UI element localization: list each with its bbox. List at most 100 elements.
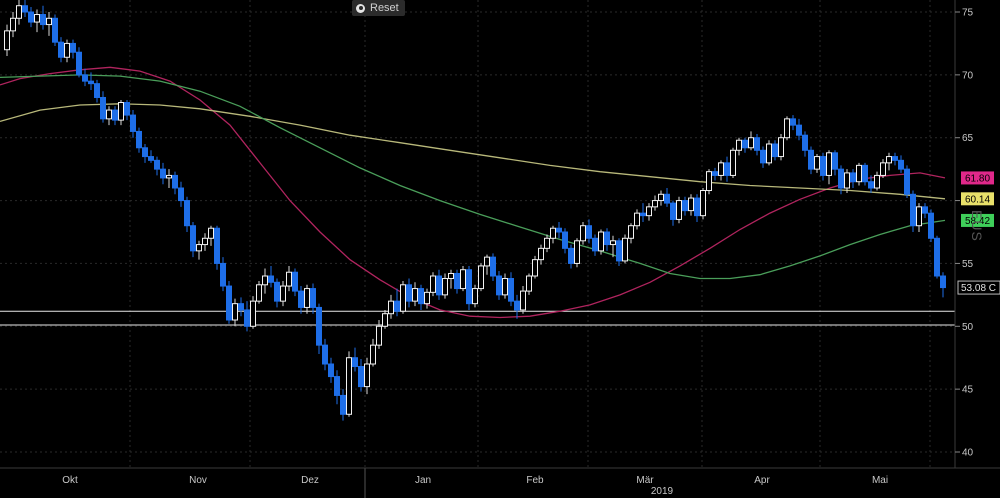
candle-body bbox=[742, 139, 748, 149]
candle-body bbox=[706, 171, 712, 192]
candle-body bbox=[466, 269, 472, 305]
candle bbox=[916, 203, 922, 232]
candle bbox=[394, 288, 400, 317]
candle bbox=[436, 269, 442, 300]
candle bbox=[640, 203, 646, 222]
candle bbox=[472, 284, 478, 308]
candle bbox=[136, 127, 142, 153]
candle bbox=[874, 171, 880, 191]
candle bbox=[256, 281, 262, 304]
candle bbox=[832, 150, 838, 176]
candle bbox=[292, 268, 298, 297]
candle-body bbox=[472, 288, 478, 305]
candle bbox=[94, 79, 100, 103]
candle bbox=[676, 196, 682, 224]
candle-body bbox=[64, 42, 70, 58]
candle-body bbox=[526, 275, 532, 292]
ma-flag-bg bbox=[961, 192, 994, 206]
candle bbox=[52, 14, 58, 46]
candle-body bbox=[406, 284, 412, 302]
ma-line-ma_yellow bbox=[0, 103, 946, 200]
candle bbox=[514, 294, 520, 319]
candle-body bbox=[388, 300, 394, 315]
candle-body bbox=[22, 5, 28, 13]
candle bbox=[772, 140, 778, 161]
candle bbox=[730, 147, 736, 178]
y-tick-label: 45 bbox=[962, 385, 974, 396]
candle bbox=[496, 270, 502, 300]
candle-body bbox=[160, 168, 166, 179]
candle-body bbox=[100, 96, 106, 120]
reset-icon bbox=[356, 3, 365, 13]
candle-body bbox=[496, 275, 502, 296]
x-tick-label: Nov bbox=[189, 475, 207, 486]
candle bbox=[844, 169, 850, 194]
candle bbox=[322, 338, 328, 371]
candle bbox=[850, 169, 856, 188]
candle-body bbox=[802, 134, 808, 151]
candle bbox=[352, 347, 358, 372]
candle bbox=[862, 162, 868, 186]
candle bbox=[658, 190, 664, 206]
candle bbox=[754, 133, 760, 156]
candle bbox=[310, 283, 316, 314]
candle-body bbox=[286, 271, 292, 287]
x-tick-label: Jan bbox=[415, 475, 431, 486]
candle-body bbox=[358, 366, 364, 388]
candle bbox=[886, 152, 892, 171]
candle bbox=[502, 273, 508, 299]
candle bbox=[598, 229, 604, 255]
candle bbox=[298, 286, 304, 314]
candle-body bbox=[862, 164, 868, 183]
candle bbox=[736, 137, 742, 156]
candle-body bbox=[490, 256, 496, 277]
candle-body bbox=[874, 174, 880, 189]
candle-body bbox=[910, 193, 916, 227]
horizontal-lines bbox=[0, 310, 955, 326]
candle-body bbox=[82, 74, 88, 82]
candle bbox=[550, 225, 556, 244]
candle-body bbox=[328, 363, 334, 378]
candle-body bbox=[748, 137, 754, 149]
candle bbox=[460, 265, 466, 292]
candle-body bbox=[70, 42, 76, 53]
candle-body bbox=[616, 240, 622, 262]
candle-body bbox=[370, 344, 376, 365]
candle-body bbox=[640, 212, 646, 217]
candle bbox=[592, 234, 598, 256]
candle bbox=[892, 152, 898, 166]
ma-flag: 61.80 bbox=[961, 171, 994, 185]
year-label: 2019 bbox=[651, 486, 674, 497]
candle-body bbox=[40, 14, 46, 26]
candle-body bbox=[562, 231, 568, 249]
reset-button[interactable]: Reset bbox=[352, 0, 405, 16]
candle bbox=[622, 234, 628, 264]
candle-body bbox=[364, 363, 370, 388]
candle bbox=[634, 209, 640, 230]
y-tick-label: 40 bbox=[962, 448, 974, 459]
candle-body bbox=[220, 262, 226, 287]
candle-body bbox=[934, 237, 940, 277]
candle-body bbox=[88, 80, 94, 85]
chart-grid bbox=[0, 0, 955, 468]
candle-body bbox=[130, 114, 136, 132]
candle bbox=[694, 194, 700, 222]
candle bbox=[652, 195, 658, 211]
candle-body bbox=[796, 124, 802, 136]
candle-body bbox=[76, 51, 82, 76]
candle bbox=[718, 160, 724, 181]
candle bbox=[520, 286, 526, 314]
ma-line-ma_green bbox=[0, 74, 946, 280]
candle-body bbox=[550, 227, 556, 239]
candle-body bbox=[784, 118, 790, 139]
candle-body bbox=[16, 5, 22, 19]
candle bbox=[628, 223, 634, 244]
candle-body bbox=[598, 231, 604, 252]
candle-body bbox=[664, 193, 670, 204]
x-tick-label: Mär bbox=[636, 475, 654, 486]
candle bbox=[790, 115, 796, 131]
candle bbox=[214, 225, 220, 270]
candle-body bbox=[154, 159, 160, 170]
candle-body bbox=[436, 275, 442, 296]
